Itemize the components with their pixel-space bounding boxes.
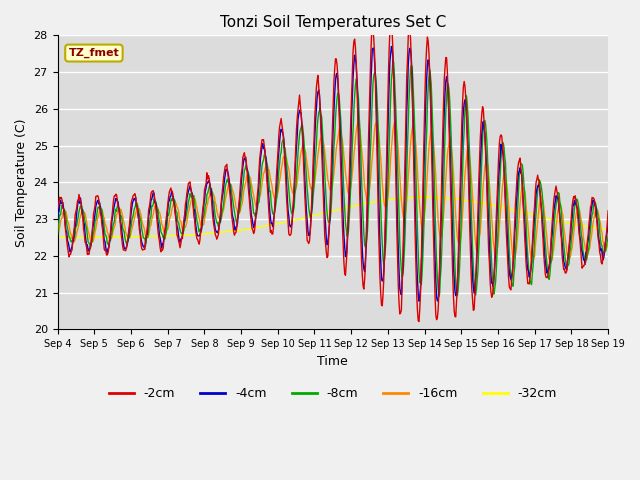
-8cm	[54, 232, 61, 238]
-16cm	[176, 218, 184, 224]
X-axis label: Time: Time	[317, 355, 348, 368]
-16cm	[604, 240, 612, 246]
-4cm	[176, 240, 184, 245]
-16cm	[529, 259, 537, 265]
-4cm	[415, 298, 423, 304]
-2cm	[417, 259, 425, 265]
Line: -32cm: -32cm	[58, 197, 608, 238]
-2cm	[604, 208, 612, 214]
-2cm	[401, 187, 408, 193]
-16cm	[373, 119, 381, 124]
-8cm	[176, 228, 184, 233]
-32cm	[121, 234, 129, 240]
-16cm	[205, 195, 213, 201]
Line: -16cm: -16cm	[58, 121, 608, 262]
Line: -8cm: -8cm	[58, 60, 608, 296]
-32cm	[177, 232, 185, 238]
Text: TZ_fmet: TZ_fmet	[68, 48, 119, 58]
-8cm	[604, 233, 612, 239]
-4cm	[63, 238, 71, 244]
-8cm	[417, 280, 424, 286]
-32cm	[604, 226, 612, 232]
-32cm	[206, 230, 214, 236]
-2cm	[120, 247, 128, 253]
-4cm	[388, 44, 396, 49]
-4cm	[401, 210, 408, 216]
Line: -2cm: -2cm	[58, 22, 608, 322]
-2cm	[63, 244, 71, 250]
Line: -4cm: -4cm	[58, 47, 608, 301]
-2cm	[54, 206, 61, 212]
-2cm	[205, 175, 213, 181]
-8cm	[63, 225, 71, 231]
-32cm	[67, 235, 74, 240]
-4cm	[205, 179, 213, 184]
-2cm	[415, 319, 423, 324]
Title: Tonzi Soil Temperatures Set C: Tonzi Soil Temperatures Set C	[220, 15, 446, 30]
-8cm	[435, 293, 443, 299]
-32cm	[63, 235, 71, 240]
Y-axis label: Soil Temperature (C): Soil Temperature (C)	[15, 118, 28, 247]
-8cm	[120, 229, 128, 235]
-16cm	[54, 233, 61, 239]
-32cm	[54, 234, 61, 240]
-8cm	[205, 184, 213, 190]
-16cm	[417, 213, 424, 219]
-16cm	[120, 221, 128, 227]
-2cm	[176, 245, 184, 251]
-4cm	[604, 219, 612, 225]
-4cm	[417, 265, 425, 271]
-32cm	[401, 195, 408, 201]
-16cm	[63, 218, 71, 224]
-16cm	[401, 215, 408, 221]
Legend: -2cm, -4cm, -8cm, -16cm, -32cm: -2cm, -4cm, -8cm, -16cm, -32cm	[104, 383, 562, 406]
-2cm	[388, 19, 396, 25]
-4cm	[120, 245, 128, 251]
-32cm	[417, 194, 424, 200]
-4cm	[54, 219, 61, 225]
-8cm	[389, 57, 397, 63]
-8cm	[401, 247, 408, 253]
-32cm	[420, 194, 428, 200]
